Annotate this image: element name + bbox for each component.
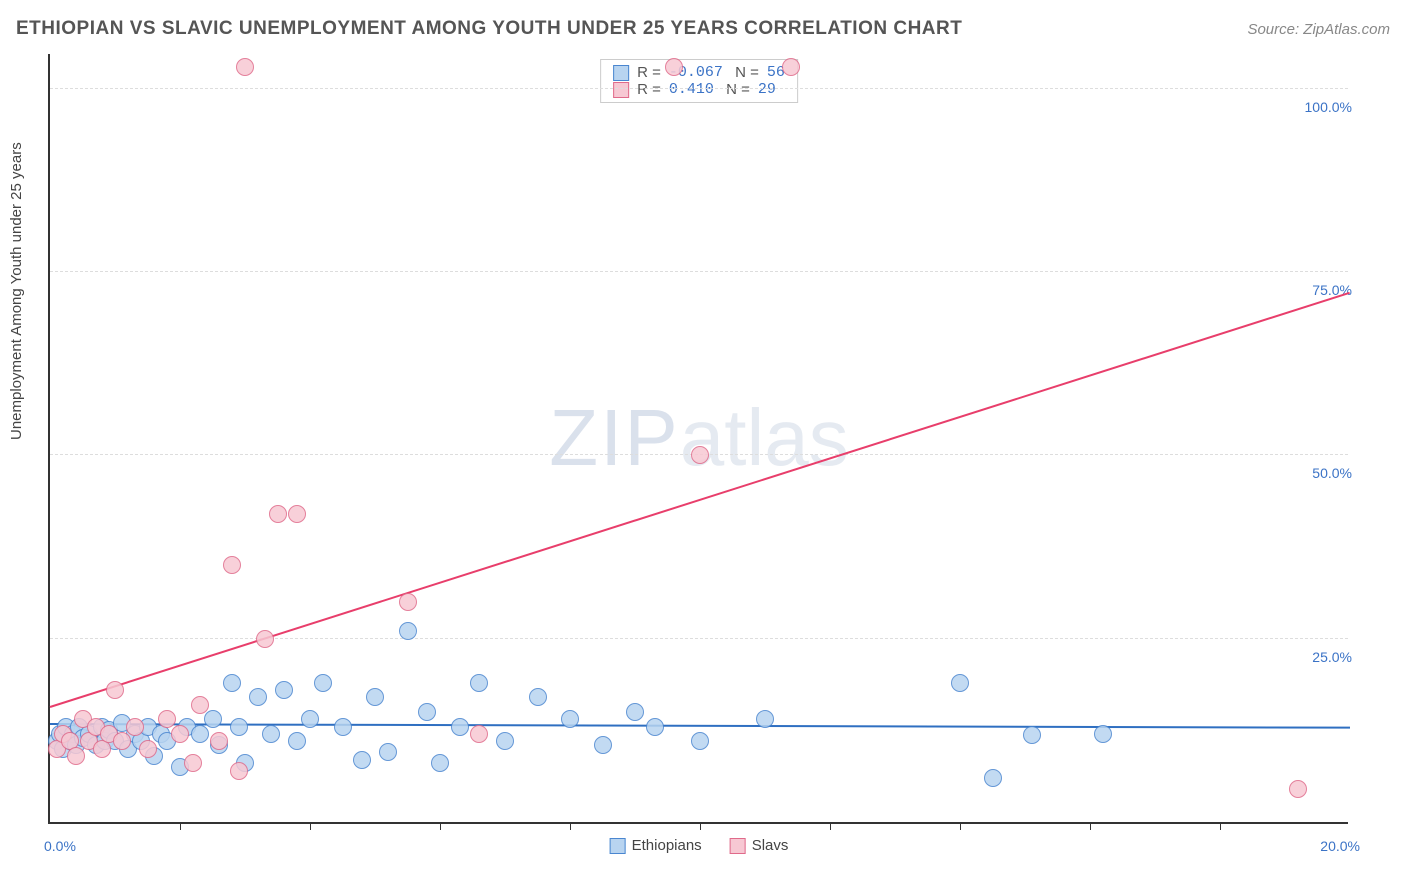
series-legend: Ethiopians Slavs xyxy=(610,837,789,854)
data-point xyxy=(334,718,352,736)
data-point xyxy=(665,58,683,76)
data-point xyxy=(67,747,85,765)
data-point xyxy=(431,754,449,772)
watermark-part1: ZIP xyxy=(549,393,679,482)
data-point xyxy=(230,762,248,780)
data-point xyxy=(191,725,209,743)
data-point xyxy=(399,622,417,640)
watermark: ZIPatlas xyxy=(549,392,848,484)
data-point xyxy=(1289,780,1307,798)
correlation-legend: R = -0.067 N = 56 R = 0.410 N = 29 xyxy=(600,59,798,103)
data-point xyxy=(256,630,274,648)
trendline-slavs xyxy=(50,292,1351,708)
x-max-label: 20.0% xyxy=(1320,838,1360,854)
swatch-ethiopians xyxy=(613,65,629,81)
x-tick xyxy=(310,822,311,830)
data-point xyxy=(314,674,332,692)
data-point xyxy=(223,674,241,692)
data-point xyxy=(470,674,488,692)
correlation-row-ethiopians: R = -0.067 N = 56 xyxy=(613,64,785,81)
data-point xyxy=(288,732,306,750)
watermark-part2: atlas xyxy=(680,393,849,482)
data-point xyxy=(366,688,384,706)
data-point xyxy=(594,736,612,754)
data-point xyxy=(158,710,176,728)
gridline xyxy=(50,271,1348,272)
x-tick xyxy=(570,822,571,830)
data-point xyxy=(379,743,397,761)
data-point xyxy=(269,505,287,523)
data-point xyxy=(113,732,131,750)
legend-swatch-slavs xyxy=(730,838,746,854)
correlation-row-slavs: R = 0.410 N = 29 xyxy=(613,81,785,98)
data-point xyxy=(626,703,644,721)
data-point xyxy=(236,58,254,76)
data-point xyxy=(691,732,709,750)
legend-swatch-ethiopians xyxy=(610,838,626,854)
data-point xyxy=(171,725,189,743)
x-tick xyxy=(1090,822,1091,830)
legend-label-slavs: Slavs xyxy=(752,837,789,854)
y-axis-label: Unemployment Among Youth under 25 years xyxy=(8,142,25,440)
data-point xyxy=(1023,726,1041,744)
gridline xyxy=(50,638,1348,639)
data-point xyxy=(301,710,319,728)
data-point xyxy=(262,725,280,743)
x-tick xyxy=(830,822,831,830)
r-value-slavs: 0.410 xyxy=(669,81,714,98)
legend-item-ethiopians: Ethiopians xyxy=(610,837,702,854)
data-point xyxy=(139,740,157,758)
gridline xyxy=(50,88,1348,89)
y-tick-label: 50.0% xyxy=(1292,465,1352,481)
data-point xyxy=(230,718,248,736)
data-point xyxy=(418,703,436,721)
data-point xyxy=(210,732,228,750)
data-point xyxy=(399,593,417,611)
data-point xyxy=(646,718,664,736)
n-value-slavs: 29 xyxy=(758,81,776,98)
data-point xyxy=(451,718,469,736)
data-point xyxy=(496,732,514,750)
data-point xyxy=(106,681,124,699)
source-attribution: Source: ZipAtlas.com xyxy=(1247,21,1390,38)
y-tick-label: 100.0% xyxy=(1292,99,1352,115)
x-tick xyxy=(960,822,961,830)
data-point xyxy=(223,556,241,574)
data-point xyxy=(561,710,579,728)
swatch-slavs xyxy=(613,82,629,98)
y-tick-label: 25.0% xyxy=(1292,649,1352,665)
data-point xyxy=(782,58,800,76)
x-tick xyxy=(440,822,441,830)
data-point xyxy=(184,754,202,772)
legend-item-slavs: Slavs xyxy=(730,837,789,854)
x-tick xyxy=(700,822,701,830)
data-point xyxy=(126,718,144,736)
data-point xyxy=(470,725,488,743)
x-min-label: 0.0% xyxy=(44,838,76,854)
x-tick xyxy=(180,822,181,830)
scatter-plot: ZIPatlas R = -0.067 N = 56 R = 0.410 N =… xyxy=(48,54,1348,824)
data-point xyxy=(275,681,293,699)
data-point xyxy=(529,688,547,706)
data-point xyxy=(288,505,306,523)
data-point xyxy=(204,710,222,728)
data-point xyxy=(756,710,774,728)
x-tick xyxy=(1220,822,1221,830)
data-point xyxy=(353,751,371,769)
chart-title: ETHIOPIAN VS SLAVIC UNEMPLOYMENT AMONG Y… xyxy=(16,18,962,40)
legend-label-ethiopians: Ethiopians xyxy=(632,837,702,854)
title-bar: ETHIOPIAN VS SLAVIC UNEMPLOYMENT AMONG Y… xyxy=(16,18,1390,40)
data-point xyxy=(191,696,209,714)
data-point xyxy=(951,674,969,692)
data-point xyxy=(984,769,1002,787)
data-point xyxy=(691,446,709,464)
data-point xyxy=(1094,725,1112,743)
data-point xyxy=(249,688,267,706)
